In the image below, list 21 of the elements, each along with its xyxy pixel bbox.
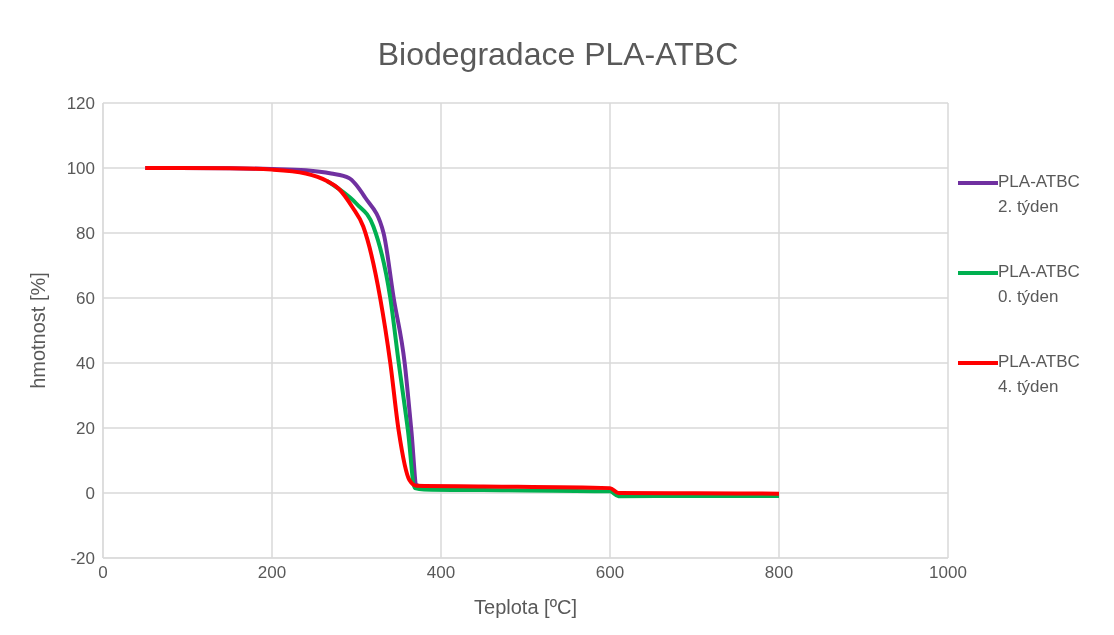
y-tick-label: 60 [76,289,95,309]
y-tick-label: 0 [85,484,95,504]
y-tick-label: 40 [76,354,95,374]
y-axis-title: hmotnost [%] [27,272,50,389]
y-tick-label: 100 [66,159,95,179]
y-tick-label: -20 [70,549,95,569]
legend-label: PLA-ATBC 2. týden [998,171,1080,218]
y-tick-label: 80 [76,224,95,244]
x-tick-label: 400 [426,563,456,583]
chart-title: Biodegradace PLA-ATBC [376,36,740,73]
x-tick-label: 0 [98,563,108,583]
line-series [143,166,781,496]
y-tick-label: 20 [76,419,95,439]
x-tick-label: 800 [764,563,794,583]
legend-label: PLA-ATBC 4. týden [998,351,1080,398]
x-axis-title: Teplota [ºC] [474,596,577,618]
x-tick-label: 1000 [929,563,967,583]
x-tick-label: 200 [257,563,287,583]
x-tick-label: 600 [595,563,625,583]
y-tick-label: 120 [66,94,95,114]
legend-label: PLA-ATBC 0. týden [998,261,1080,308]
